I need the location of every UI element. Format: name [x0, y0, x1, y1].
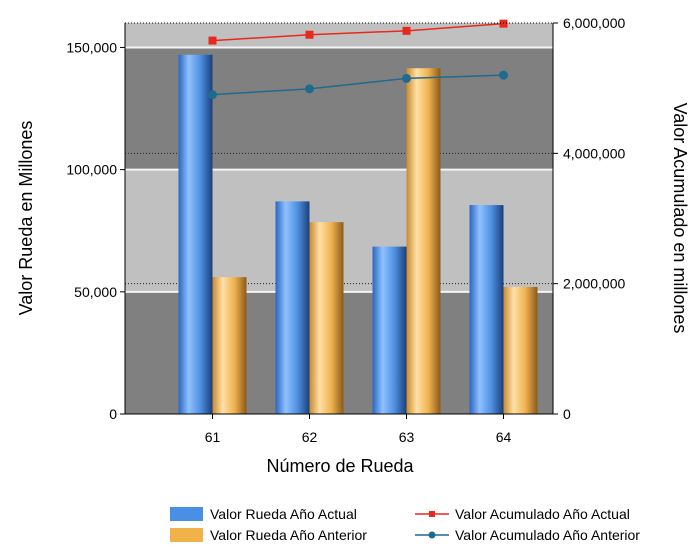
bar-previous-64	[503, 286, 538, 414]
point-accum-actual-62	[305, 30, 314, 39]
legend-item-2: Valor Rueda Año Anterior	[170, 527, 367, 543]
bar-actual-64	[469, 205, 504, 414]
legend-item-4: Valor Acumulado Año Anterior	[415, 527, 640, 543]
x-axis-title: Número de Rueda	[266, 456, 414, 476]
point-accum-previous-63	[402, 73, 411, 83]
bar-previous-63	[406, 68, 441, 414]
legend-label: Valor Rueda Año Anterior	[210, 527, 367, 543]
y2-tick-label: 0	[563, 406, 571, 422]
plot-band	[125, 23, 553, 48]
legend-marker	[428, 531, 436, 539]
point-accum-actual-64	[499, 19, 508, 28]
bar-series	[178, 54, 538, 415]
y-tick-label: 100,000	[66, 162, 117, 178]
legend-item-1: Valor Rueda Año Actual	[170, 506, 357, 522]
bar-previous-62	[309, 222, 344, 414]
legend: Valor Rueda Año Actual Valor Rueda Año An…	[170, 506, 640, 543]
point-accum-actual-61	[208, 36, 217, 45]
bar-actual-61	[178, 54, 213, 415]
legend-label: Valor Acumulado Año Anterior	[455, 527, 640, 543]
legend-label: Valor Rueda Año Actual	[210, 506, 357, 522]
legend-swatch	[170, 507, 203, 521]
line-series	[208, 19, 508, 100]
point-accum-previous-64	[499, 70, 508, 80]
legend-marker	[429, 511, 435, 517]
bar-actual-62	[275, 201, 310, 414]
y-tick-label: 0	[109, 406, 117, 422]
x-tick-label-61: 61	[205, 429, 221, 445]
y-axis-title: Valor Rueda en Millones	[16, 121, 36, 316]
legend-label: Valor Acumulado Año Actual	[455, 506, 630, 522]
legend-swatch	[170, 528, 203, 542]
x-tick-label-63: 63	[399, 429, 415, 445]
point-accum-actual-63	[402, 26, 411, 35]
x-tick-label-62: 62	[302, 429, 318, 445]
tick-labels: 0 50,000 100,000 150,000 0 2,000,000 4,000,000…	[66, 15, 625, 445]
y2-axis-title: Valor Acumulado en millones	[670, 103, 689, 334]
bar-previous-61	[212, 277, 247, 414]
bar-actual-63	[372, 246, 407, 414]
axes	[124, 22, 554, 415]
point-accum-previous-61	[208, 90, 217, 100]
y2-tick-label: 2,000,000	[563, 276, 625, 292]
point-accum-previous-62	[305, 84, 314, 94]
y-tick-label: 150,000	[66, 39, 117, 55]
line-accum-previous	[212, 74, 504, 96]
x-tick-label-64: 64	[496, 429, 512, 445]
y2-tick-label: 6,000,000	[563, 15, 625, 31]
y-tick-label: 50,000	[74, 284, 117, 300]
line-accum-actual	[212, 22, 504, 42]
legend-item-3: Valor Acumulado Año Actual	[415, 506, 630, 522]
y2-tick-label: 4,000,000	[563, 145, 625, 161]
